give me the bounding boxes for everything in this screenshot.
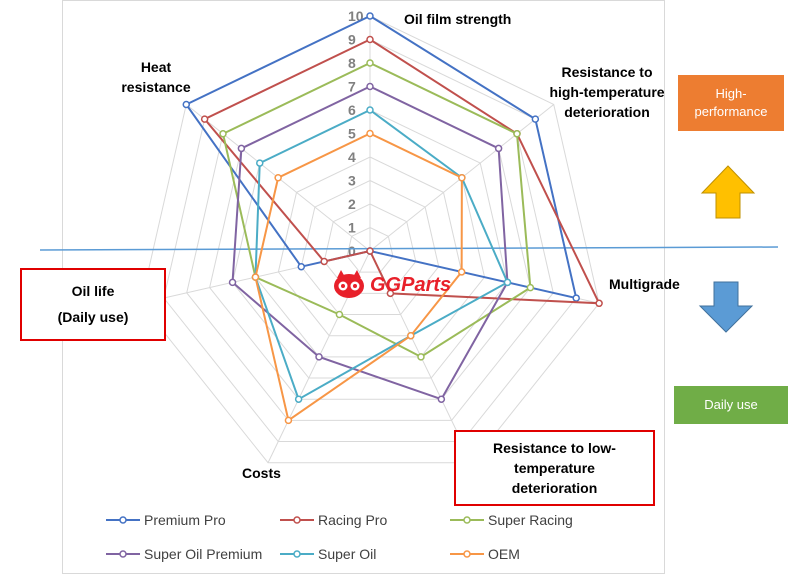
down-arrow-icon xyxy=(698,281,754,333)
series-super-racing xyxy=(219,59,535,361)
tick-label: 9 xyxy=(348,32,356,48)
up-arrow-icon xyxy=(700,165,756,219)
data-point xyxy=(182,100,191,109)
tick-label: 0 xyxy=(348,243,356,259)
tick-label: 4 xyxy=(348,149,356,165)
data-point xyxy=(219,130,227,138)
series-line xyxy=(254,108,509,401)
ggparts-logo-icon xyxy=(334,270,364,298)
series-line xyxy=(254,132,463,423)
axis-label-oil-film-strength: Oil film strength xyxy=(404,11,512,27)
tick-label: 6 xyxy=(348,102,356,118)
data-point xyxy=(320,257,328,266)
axis-label-oil-life: Oil life (Daily use) xyxy=(20,268,166,341)
ggparts-logo: GGParts xyxy=(332,270,451,300)
legend-marker xyxy=(106,550,140,558)
data-point xyxy=(572,294,580,302)
grid-ring xyxy=(277,156,463,337)
radar-series xyxy=(182,12,603,425)
tick-label: 2 xyxy=(348,196,356,212)
ggparts-logo-text: GGParts xyxy=(370,273,452,296)
data-point xyxy=(417,353,425,361)
grid-ring xyxy=(209,85,531,400)
tick-label: 10 xyxy=(348,8,364,24)
data-point xyxy=(366,129,374,138)
grid-ring xyxy=(323,203,417,294)
series-line xyxy=(184,14,578,300)
data-point xyxy=(503,278,512,287)
data-point xyxy=(251,273,260,281)
legend-marker xyxy=(450,516,484,524)
legend-marker xyxy=(280,550,314,558)
tick-label: 5 xyxy=(348,126,356,142)
tick-label: 1 xyxy=(348,220,356,236)
legend-item-oem: OEM xyxy=(450,546,520,562)
legend-marker xyxy=(450,550,484,558)
series-line xyxy=(231,85,509,401)
tick-label: 8 xyxy=(348,55,356,71)
data-point xyxy=(274,173,282,182)
axis-label-multigrade: Multigrade xyxy=(609,276,680,292)
data-point xyxy=(595,299,603,308)
data-point xyxy=(200,115,209,123)
data-point xyxy=(366,106,374,114)
grid-ring xyxy=(140,15,600,464)
data-point xyxy=(366,59,374,67)
grid-ring xyxy=(300,179,440,316)
grid-ring xyxy=(346,226,394,273)
chart-legend: Premium Pro Racing Pro Super Racing Supe… xyxy=(100,512,620,568)
tick-label: 7 xyxy=(348,79,356,95)
grid-ring xyxy=(231,109,509,379)
axis-label-high-temp-deterioration: Resistance to high-temperature deteriora… xyxy=(549,64,665,120)
tick-label: 3 xyxy=(348,173,356,189)
data-point xyxy=(526,283,535,292)
series-super-oil-premium xyxy=(228,82,512,403)
data-point xyxy=(494,144,503,153)
legend-marker xyxy=(280,516,314,524)
series-oem xyxy=(251,129,466,425)
high-performance-box: High- performance xyxy=(678,75,784,131)
legend-item-premium-pro: Premium Pro xyxy=(106,512,226,528)
legend-item-super-racing: Super Racing xyxy=(450,512,573,528)
data-point xyxy=(531,115,540,123)
data-point xyxy=(294,395,303,403)
axis-label-low-temp-deterioration: Resistance to low- temperature deteriora… xyxy=(454,430,655,506)
legend-marker xyxy=(106,516,140,524)
data-point xyxy=(407,331,415,340)
data-point xyxy=(458,173,466,182)
legend-item-super-oil: Super Oil xyxy=(280,546,376,562)
legend-item-racing-pro: Racing Pro xyxy=(280,512,387,528)
data-point xyxy=(256,159,264,167)
divider-line xyxy=(39,246,779,251)
data-point xyxy=(335,310,344,319)
data-point xyxy=(297,262,306,271)
data-point xyxy=(228,278,237,287)
legend-item-super-oil-premium: Super Oil Premium xyxy=(106,546,262,562)
data-point xyxy=(386,289,395,298)
data-point xyxy=(437,395,446,403)
daily-use-box: Daily use xyxy=(674,386,788,424)
data-point xyxy=(315,353,323,361)
data-point xyxy=(366,35,374,44)
series-line xyxy=(221,61,532,359)
data-point xyxy=(366,247,374,255)
grid-ring xyxy=(186,62,554,421)
data-point xyxy=(513,130,521,138)
data-point xyxy=(366,12,374,20)
axis-label-heat-resistance: Heat resistance xyxy=(121,59,191,95)
data-point xyxy=(366,82,374,91)
data-point xyxy=(457,268,466,276)
axis-label-costs: Costs xyxy=(242,465,281,481)
data-point xyxy=(237,144,246,153)
data-point xyxy=(284,416,293,425)
